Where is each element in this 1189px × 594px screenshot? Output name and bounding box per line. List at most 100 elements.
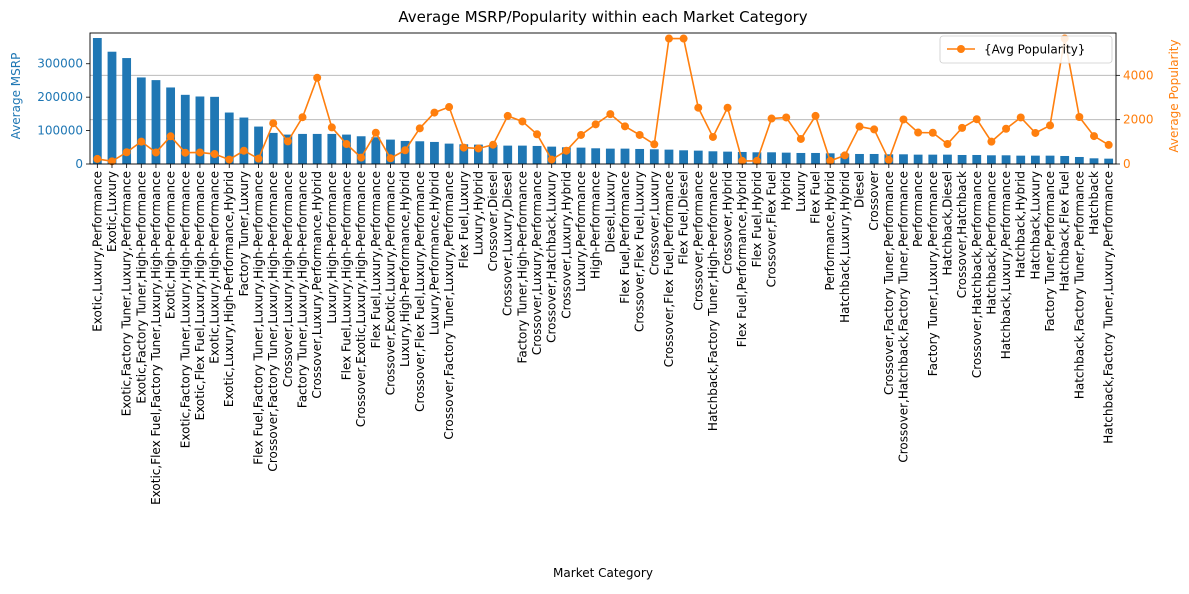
popularity-point xyxy=(591,120,600,129)
bar xyxy=(386,139,395,164)
plot-frame xyxy=(89,32,1117,165)
left-axis-label: Average MSRP xyxy=(9,53,23,140)
x-tick-label: Hybrid xyxy=(779,171,793,211)
popularity-point xyxy=(239,146,248,155)
bar xyxy=(767,152,776,164)
bar xyxy=(430,141,439,164)
popularity-point xyxy=(855,122,864,131)
popularity-point xyxy=(899,115,908,124)
popularity-point xyxy=(122,148,131,157)
bar xyxy=(635,148,645,164)
bar xyxy=(987,155,996,164)
popularity-point xyxy=(107,157,116,166)
x-axis-label: Market Category xyxy=(553,566,653,580)
x-tick-label: Exotic,Flex Fuel,Factory Tuner,Luxury,Hi… xyxy=(149,171,163,505)
x-tick-label: Diesel xyxy=(853,171,867,208)
popularity-point xyxy=(225,155,234,164)
popularity-point xyxy=(870,125,879,134)
bar xyxy=(899,154,908,164)
bar xyxy=(1104,158,1114,164)
popularity-point xyxy=(635,130,644,139)
x-tick-label: Hatchback,Diesel xyxy=(940,171,954,276)
popularity-point xyxy=(796,134,805,143)
legend-box xyxy=(939,35,1113,64)
bar xyxy=(371,137,381,164)
axes: 0 100000 200000 300000 0 2000 4000 xyxy=(37,32,1154,171)
left-tick-label: 0 xyxy=(75,157,83,171)
x-tick-label: Crossover,Factory Tuner,Luxury,Performan… xyxy=(442,171,456,440)
x-tick-label: Crossover,Factory Tuner,Luxury,High-Perf… xyxy=(266,171,280,472)
popularity-point xyxy=(503,111,512,120)
bar xyxy=(869,153,879,164)
popularity-point xyxy=(313,73,322,82)
popularity-point xyxy=(430,108,439,117)
bar xyxy=(591,148,601,164)
bar xyxy=(913,154,923,164)
bar xyxy=(151,80,161,164)
x-tick-label: Factory Tuner,High-Performance xyxy=(515,171,529,363)
popularity-point xyxy=(459,143,468,152)
bar xyxy=(605,148,615,164)
popularity-point xyxy=(1104,140,1113,149)
x-tick-label: Crossover,Performance xyxy=(691,171,705,311)
x-tick-label: Crossover,Diesel xyxy=(486,171,500,271)
bar xyxy=(561,147,571,164)
bar xyxy=(180,94,190,164)
bar xyxy=(166,87,176,164)
popularity-point xyxy=(826,156,835,165)
bar xyxy=(136,77,146,164)
bar xyxy=(649,149,659,164)
legend: {Avg Popularity} xyxy=(939,35,1113,64)
bar xyxy=(107,51,117,164)
popularity-point xyxy=(342,140,351,149)
x-tick-label: Hatchback,Factory Tuner,Luxury,Performan… xyxy=(1102,171,1116,444)
bar xyxy=(1074,156,1084,164)
bar xyxy=(195,96,205,164)
popularity-point xyxy=(620,122,629,131)
popularity-point xyxy=(401,146,410,155)
popularity-point xyxy=(518,117,527,126)
x-tick-label: Factory Tuner,Luxury,High-Performance xyxy=(296,171,310,408)
popularity-point xyxy=(972,115,981,124)
right-tick-label: 4000 xyxy=(1123,68,1154,82)
x-tick-label: Luxury xyxy=(794,171,808,212)
popularity-point xyxy=(1031,128,1040,137)
x-tick-label: Exotic,High-Performance xyxy=(164,171,178,319)
x-tick-label: Flex Fuel,Factory Tuner,Luxury,High-Perf… xyxy=(252,171,266,465)
bar xyxy=(679,150,689,164)
bar xyxy=(517,145,527,164)
bar xyxy=(342,134,351,164)
x-tick-label: Performance,Hybrid xyxy=(823,171,837,290)
popularity-point xyxy=(914,128,923,137)
x-tick-label: Factory Tuner,Luxury,Performance xyxy=(926,171,940,376)
x-tick-label: Hatchback,Flex Fuel xyxy=(1058,171,1072,292)
x-tick-label: Exotic,Factory Tuner,High-Performance xyxy=(134,171,148,404)
x-tick-label: Hatchback,Factory Tuner,Performance xyxy=(1072,171,1086,399)
right-tick-label: 0 xyxy=(1123,157,1131,171)
x-tick-label: Crossover,Luxury,Hybrid xyxy=(559,171,573,319)
popularity-point xyxy=(1016,113,1025,122)
popularity-point xyxy=(327,123,336,132)
bar xyxy=(1089,158,1099,164)
x-tick-label: Flex Fuel,Performance xyxy=(618,171,632,304)
left-tick-label: 100000 xyxy=(37,124,83,138)
popularity-point xyxy=(93,154,102,163)
popularity-point xyxy=(386,154,395,163)
bar xyxy=(781,152,791,164)
legend-marker-swatch xyxy=(957,45,965,53)
x-tick-label: Crossover,Exotic,Luxury,High-Performance xyxy=(354,171,368,427)
x-tick-label: Factory Tuner,Performance xyxy=(1043,171,1057,332)
x-tick-label: Crossover,Luxury,High-Performance xyxy=(281,171,295,387)
bar xyxy=(488,144,498,164)
popularity-point xyxy=(943,140,952,149)
bar xyxy=(459,144,469,164)
x-tick-label: Hatchback,Luxury xyxy=(1028,171,1042,279)
x-tick-label: Luxury,Hybrid xyxy=(471,171,485,255)
x-tick-label: Crossover,Flex Fuel,Performance xyxy=(662,171,676,367)
x-tick-label: Crossover,Luxury xyxy=(647,171,661,275)
bar xyxy=(576,147,586,164)
x-tick-label: Hatchback,Performance xyxy=(984,171,998,315)
bar xyxy=(957,154,967,164)
x-tick-label: Hatchback xyxy=(1087,171,1101,235)
